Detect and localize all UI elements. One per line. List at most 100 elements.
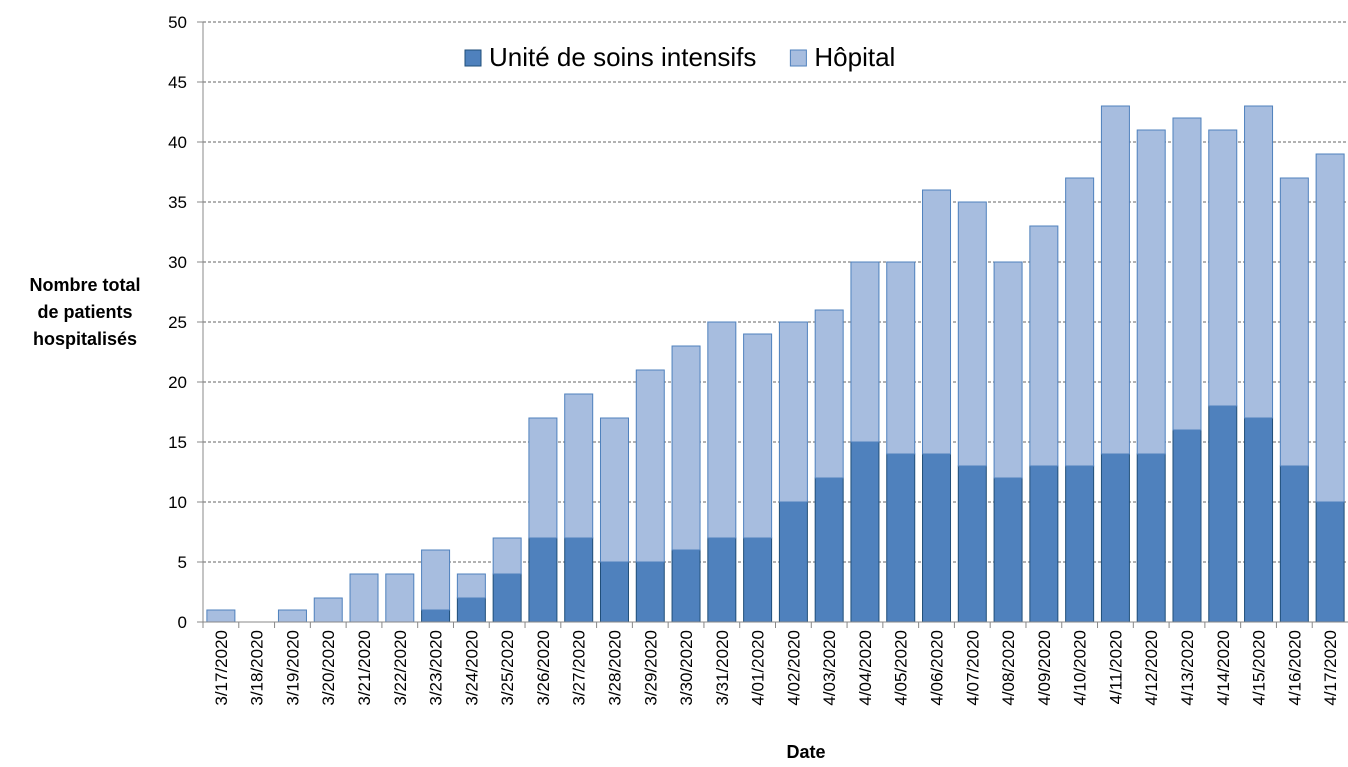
bar-segment [1100,105,1130,455]
bar-segment [778,501,808,623]
bar-segment [635,561,665,623]
y-tick-label: 25 [168,313,187,332]
bar-segment [599,561,629,623]
bar-segment [922,189,952,455]
x-tick-label: 4/05/2020 [892,630,911,706]
bar-segment [564,393,594,539]
x-tick-label: 3/31/2020 [713,630,732,706]
x-tick-label: 4/09/2020 [1035,630,1054,706]
bar-segment [707,537,737,623]
bar-segment [1136,453,1166,623]
x-tick-label: 4/13/2020 [1178,630,1197,706]
y-tick-label: 30 [168,253,187,272]
bar-segment [993,261,1023,479]
bar-segment [1208,129,1238,407]
y-axis-title: de patients [37,302,132,322]
bar-segment [1279,465,1309,623]
bar-segment [492,537,522,575]
x-tick-label: 4/16/2020 [1285,630,1304,706]
x-tick-label: 3/18/2020 [248,630,267,706]
bar-segment [349,573,379,623]
x-tick-label: 4/10/2020 [1071,630,1090,706]
bar-segment [957,201,987,467]
x-tick-label: 3/17/2020 [212,630,231,706]
y-axis-title: hospitalisés [33,329,137,349]
y-tick-label: 35 [168,193,187,212]
bar-segment [1244,417,1274,623]
x-tick-label: 4/04/2020 [856,630,875,706]
bar-segment [814,477,844,623]
bar-segment [385,573,415,623]
y-tick-label: 40 [168,133,187,152]
bar-segment [993,477,1023,623]
y-tick-label: 50 [168,13,187,32]
x-tick-label: 3/23/2020 [427,630,446,706]
bar-segment [421,549,451,611]
x-tick-label: 3/28/2020 [605,630,624,706]
bar-segment [1065,465,1095,623]
bar-segment [1172,429,1202,623]
bar-segment [1029,465,1059,623]
bar-segment [528,417,558,539]
bar-segment [1279,177,1309,467]
bar-segment [778,321,808,503]
x-tick-label: 3/21/2020 [355,630,374,706]
x-tick-label: 4/15/2020 [1250,630,1269,706]
legend-bg [455,38,970,78]
bar-segment [456,573,486,599]
y-tick-label: 15 [168,433,187,452]
legend-swatch [464,49,482,67]
bar-segment [886,261,916,455]
y-tick-label: 20 [168,373,187,392]
x-tick-label: 3/20/2020 [319,630,338,706]
x-tick-label: 3/22/2020 [391,630,410,706]
bar-segment [850,261,880,443]
bar-segment [671,549,701,623]
bar-segment [743,537,773,623]
y-tick-label: 10 [168,493,187,512]
x-tick-label: 4/06/2020 [928,630,947,706]
bar-segment [1136,129,1166,455]
bar-segment [206,609,236,623]
bar-segment [1029,225,1059,467]
x-tick-label: 4/12/2020 [1142,630,1161,706]
legend-label: Unité de soins intensifs [489,42,756,72]
x-tick-label: 3/27/2020 [570,630,589,706]
bar-segment [1244,105,1274,419]
legend-label: Hôpital [814,42,895,72]
legend-swatch [789,49,807,67]
x-tick-label: 4/01/2020 [749,630,768,706]
x-axis-title: Date [786,742,825,762]
bar-segment [922,453,952,623]
x-tick-label: 4/03/2020 [820,630,839,706]
x-tick-label: 4/14/2020 [1214,630,1233,706]
x-tick-label: 3/30/2020 [677,630,696,706]
bar-segment [277,609,307,623]
x-tick-label: 3/19/2020 [283,630,302,706]
bar-segment [671,345,701,551]
x-tick-label: 3/26/2020 [534,630,553,706]
x-tick-label: 4/07/2020 [963,630,982,706]
bar-segment [456,597,486,623]
bar-segment [528,537,558,623]
bar-segment [850,441,880,623]
y-tick-label: 0 [178,613,187,632]
bar-segment [1208,405,1238,623]
bar-segment [886,453,916,623]
bar-segment [1315,153,1345,503]
bar-segment [957,465,987,623]
bar-segment [814,309,844,479]
x-tick-label: 4/11/2020 [1106,630,1125,704]
x-tick-label: 3/29/2020 [641,630,660,706]
bar-segment [1172,117,1202,431]
bar-segment [599,417,629,563]
x-tick-label: 4/02/2020 [784,630,803,706]
x-tick-label: 4/17/2020 [1321,630,1340,706]
x-tick-label: 3/25/2020 [498,630,517,706]
bar-segment [1315,501,1345,623]
y-tick-label: 5 [178,553,187,572]
bar-segment [492,573,522,623]
bar-segment [421,609,451,623]
bar-segment [1100,453,1130,623]
